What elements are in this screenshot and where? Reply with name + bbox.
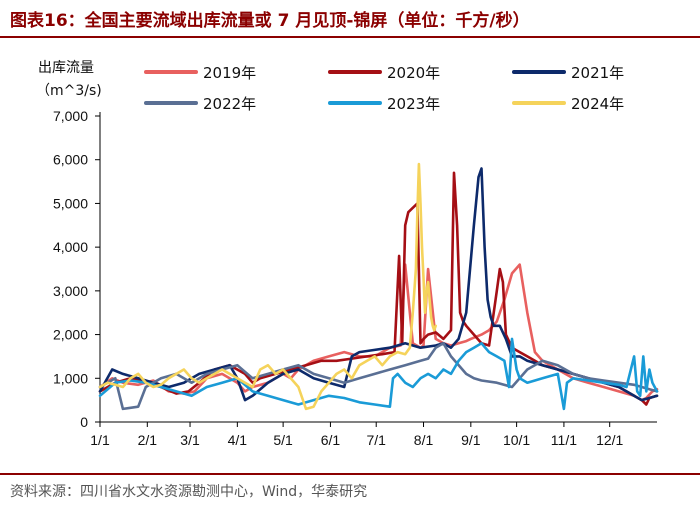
series-line-s2019 (98, 263, 659, 402)
x-tick-label: 4/1 (228, 432, 248, 448)
y-tick-label: 4,000 (53, 239, 88, 255)
x-axis-ticks: 1/1 2/1 3/1 4/1 5/1 6/1 7/1 8/1 9/1 10/1 11/1 12/1 (90, 422, 624, 448)
x-tick-label: 2/1 (138, 432, 158, 448)
y-axis-label-line1: 出库流量 (38, 60, 94, 76)
x-tick-label: 7/1 (366, 432, 386, 448)
footer-rule (0, 473, 700, 475)
x-tick-label: 6/1 (321, 432, 341, 448)
y-axis-ticks: 0 1,000 2,000 3,000 4,000 5,000 6,000 7,000 (53, 108, 100, 430)
x-tick-label: 10/1 (503, 432, 530, 448)
x-tick-label: 11/1 (551, 432, 577, 448)
y-tick-label: 3,000 (53, 283, 88, 299)
y-axis-label-line2: （m^3/s) (36, 83, 102, 99)
y-tick-label: 6,000 (53, 152, 88, 168)
legend-label-s2020: 2020年 (387, 64, 440, 82)
legend-label-s2021: 2021年 (571, 64, 624, 82)
series-line-s2021 (98, 167, 659, 402)
y-tick-label: 0 (80, 414, 88, 430)
y-tick-label: 2,000 (53, 327, 88, 343)
x-tick-label: 8/1 (414, 432, 434, 448)
chart-series (98, 162, 659, 411)
legend-label-s2024: 2024年 (571, 95, 624, 113)
y-tick-label: 1,000 (53, 370, 88, 386)
series-line-s2023 (98, 337, 659, 411)
title-bar: 图表16：全国主要流域出库流量或 7 月见顶-锦屏（单位：千方/秒） (0, 0, 700, 38)
y-tick-label: 7,000 (53, 108, 88, 124)
series-line-s2024 (98, 162, 438, 411)
flow-line-chart: 0 1,000 2,000 3,000 4,000 5,000 6,000 7,000 1/1… (36, 60, 659, 448)
x-tick-label: 12/1 (596, 432, 623, 448)
legend-label-s2022: 2022年 (203, 95, 256, 113)
source-note: 资料来源：四川省水文水资源勘测中心，Wind，华泰研究 (10, 484, 368, 500)
series-line-s2022 (98, 341, 659, 411)
y-tick-label: 5,000 (53, 195, 88, 211)
title-rule (0, 36, 700, 38)
legend-label-s2023: 2023年 (387, 95, 440, 113)
x-tick-label: 1/1 (90, 432, 110, 448)
x-tick-label: 9/1 (461, 432, 481, 448)
chart-axes (99, 112, 657, 423)
x-tick-label: 3/1 (180, 432, 200, 448)
x-tick-label: 5/1 (273, 432, 293, 448)
chart-legend: 2019年 2020年 2021年 2022年 2023年 2024年 (144, 64, 624, 113)
legend-label-s2019: 2019年 (203, 64, 256, 82)
figure-title: 图表16：全国主要流域出库流量或 7 月见顶-锦屏（单位：千方/秒） (10, 11, 530, 31)
